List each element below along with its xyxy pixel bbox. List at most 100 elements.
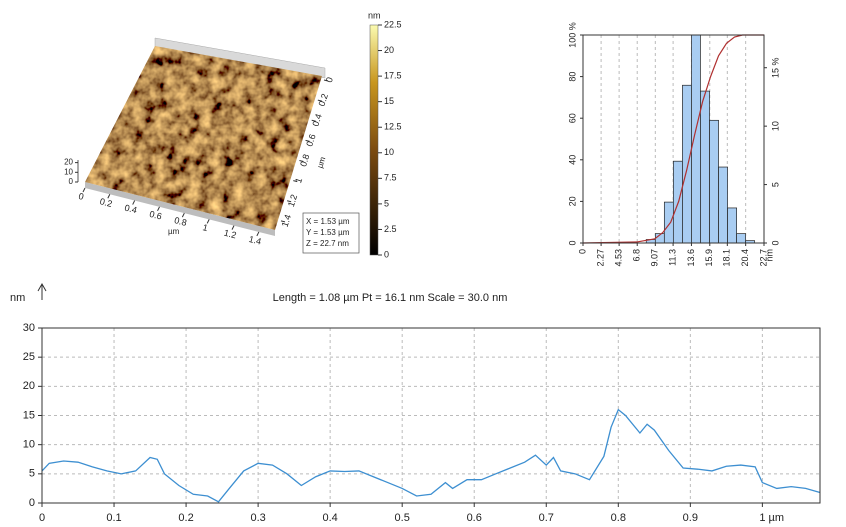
back-wall [154,37,326,79]
info-text: X = 1.53 µm [306,217,350,226]
y-tick-label: 25 [23,351,35,363]
x-tick-label: 1 µm [759,512,784,524]
x-axis-label: nm [764,249,774,262]
y-tick-label: 5 [29,468,35,480]
colorbar-tick-label: 0 [384,249,389,259]
colorbar-tick-label: 15 [384,96,394,106]
info-text: Y = 1.53 µm [306,228,350,237]
x-tick-label: 0.3 [250,512,265,524]
x-tick-label: 0 [39,512,45,524]
y-tick [323,79,329,82]
x-tick [157,206,160,212]
x-tick-label: 0.8 [611,512,626,524]
x-tick-label: 0.5 [395,512,410,524]
colorbar-tick-label: 5 [384,198,389,208]
colorbar-tick-label: 2.5 [384,224,397,234]
y2-tick-label: 15 % [770,57,780,78]
x-tick-label: 0.2 [178,512,193,524]
y-tick [305,139,310,142]
y-tick-label: 15 [23,409,35,421]
x-tick-label: 1 [202,222,209,233]
y-tick [293,180,298,183]
y2-tick-label: 0 [770,240,780,245]
x-tick-label: 0.2 [99,196,114,209]
bar [718,166,728,244]
y2-tick-label: 5 [770,182,780,187]
chart-title: Length = 1.08 µm Pt = 16.1 nm Scale = 30… [273,292,508,304]
surface-image [85,46,322,230]
x-tick-label: 20.4 [740,249,750,267]
x-tick-label: 0.9 [683,512,698,524]
bar [727,207,738,244]
colorbar-tick-label: 7.5 [384,173,397,183]
x-tick-label: 2.27 [595,249,605,267]
bar [682,84,692,244]
axis-arrow-head [37,282,47,292]
x-axis-label: µm [168,227,180,236]
x-tick [181,212,185,218]
colorbar-tick-label: 10 [384,147,394,157]
x-tick-label: 0.6 [467,512,482,524]
y-tick-label: 60 [567,113,577,123]
y2-tick-label: 10 [770,121,780,131]
y-tick-label: 1.2 [286,193,299,208]
x-tick-label: 18.1 [722,249,732,267]
y-tick-label: 0 [324,76,335,84]
x-tick-label: 0.4 [322,512,337,524]
z-tick-label: 0 [69,177,74,186]
colorbar-unit: nm [368,10,381,20]
y-tick [299,160,304,163]
info-box [302,212,360,254]
plot-frame [41,327,821,504]
y-tick-label: 80 [567,72,577,82]
x-tick-label: 1.2 [223,228,238,241]
y-tick-label: 10 [23,439,35,451]
y-tick-label: 0.2 [317,92,330,107]
x-tick [206,219,210,224]
y-tick [287,200,292,203]
colorbar-tick-label: 12.5 [384,122,402,132]
bar [691,34,701,244]
y-tick [280,220,286,223]
z-tick-label: 20 [64,158,73,167]
y-tick-label: 0 [567,240,577,245]
x-tick-label: 22.7 [758,249,768,267]
y-tick-label: 30 [23,322,35,334]
x-tick-label: 9.07 [650,249,660,267]
x-tick-label: 6.8 [632,249,642,262]
y-tick-label: 20 [23,380,35,392]
x-tick-label: 0.1 [106,512,121,524]
info-text: Z = 22.7 nm [306,239,349,248]
colorbar-tick-label: 20 [384,45,394,55]
y-tick-label: 1 [293,177,304,185]
y-tick-label: 1.4 [280,213,293,228]
bar [700,90,710,244]
x-tick [82,187,86,193]
x-tick-label: 0 [577,249,587,254]
x-tick [231,225,235,230]
cumulative-line [582,34,764,244]
x-tick-label: 0.6 [148,209,163,222]
x-tick-label: 0 [78,191,85,202]
x-tick-label: 13.6 [686,249,696,267]
colorbar [369,24,379,256]
y-axis-label: µm [315,155,327,169]
y-tick-label: 0.8 [298,153,311,168]
bar [709,119,719,244]
front-skirt [85,182,275,236]
z-tick-label: 10 [64,167,73,176]
y-tick-label: 0.6 [304,133,317,148]
x-tick-label: 0.7 [539,512,554,524]
bar [736,233,747,244]
x-tick-label: 0.8 [173,215,188,228]
x-tick-label: 1.4 [248,234,263,247]
plot-frame [582,34,765,244]
bar [663,201,674,244]
x-tick-label: 15.9 [704,249,714,267]
x-tick [107,194,111,199]
y-tick-label: 100 % [567,22,577,48]
y-tick-label: 0 [29,497,35,509]
y-axis-label: nm [10,292,25,304]
x-tick-label: 11.3 [667,249,677,266]
